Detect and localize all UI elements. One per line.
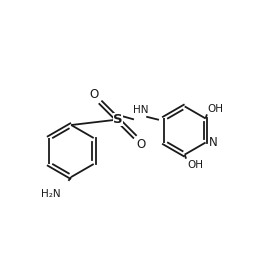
Text: S: S <box>113 113 122 126</box>
Text: O: O <box>137 138 146 151</box>
Text: H₂N: H₂N <box>41 188 60 199</box>
Text: OH: OH <box>208 104 224 114</box>
Text: OH: OH <box>187 159 203 169</box>
Text: O: O <box>89 88 99 101</box>
Text: N: N <box>209 136 218 149</box>
Text: HN: HN <box>133 105 148 115</box>
